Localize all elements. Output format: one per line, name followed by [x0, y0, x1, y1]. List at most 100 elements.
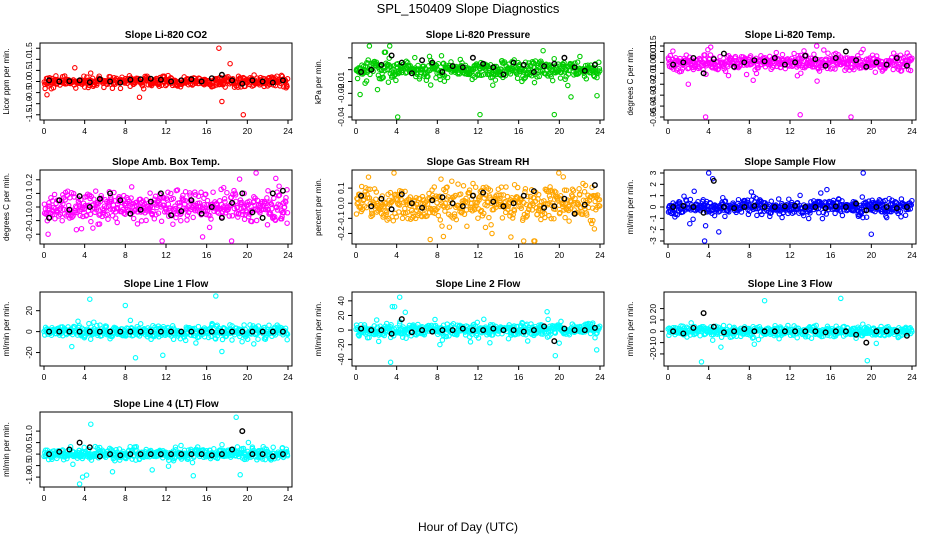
- data-point: [511, 57, 517, 63]
- y-tick-label: -20: [24, 346, 34, 359]
- x-tick-label: 12: [473, 372, 483, 382]
- y-axis-label: ml/min per min.: [2, 302, 11, 357]
- data-point: [821, 47, 827, 53]
- outlier-point: [551, 111, 558, 118]
- hourly-point: [480, 60, 487, 67]
- data-point: [545, 316, 551, 323]
- data-point: [380, 74, 386, 81]
- outlier-point: [698, 359, 705, 365]
- data-point: [101, 84, 107, 91]
- hourly-point: [198, 78, 205, 85]
- hourly-point: [218, 214, 225, 221]
- hourly-point: [500, 71, 507, 78]
- y-tick-label: -0.2: [336, 226, 346, 241]
- data-point: [718, 344, 724, 350]
- x-tick-label: 24: [907, 372, 917, 382]
- data-point: [114, 219, 120, 226]
- hourly-point: [46, 77, 53, 84]
- x-tick-label: 8: [123, 372, 128, 382]
- hourly-point: [269, 190, 276, 197]
- data-point: [229, 213, 236, 219]
- y-tick-label: 20: [336, 310, 346, 320]
- y-tick-label: 40: [336, 296, 346, 306]
- hourly-point: [469, 192, 476, 199]
- data-point: [488, 222, 494, 228]
- data-point: [222, 84, 228, 90]
- data-point: [818, 190, 824, 196]
- outlier-point: [685, 81, 692, 87]
- data-point: [460, 183, 467, 189]
- data-point: [264, 222, 271, 228]
- data-point: [374, 86, 381, 93]
- data-point: [365, 174, 372, 180]
- x-tick-label: 12: [785, 126, 795, 136]
- panel-title: Slope Sample Flow: [744, 157, 835, 168]
- data-point: [514, 75, 521, 82]
- data-point: [97, 198, 104, 205]
- y-tick-label: 0.0: [24, 201, 34, 213]
- data-points: [665, 170, 915, 244]
- hourly-point: [157, 76, 164, 83]
- data-points: [41, 293, 291, 361]
- hourly-point: [229, 77, 236, 84]
- data-point: [284, 220, 290, 226]
- y-tick-label: 0.5: [24, 436, 34, 448]
- hourly-point: [551, 338, 558, 345]
- y-axis-label: Licor ppm per min.: [2, 48, 11, 114]
- y-tick-label: -1.0: [24, 96, 34, 111]
- hourly-point: [541, 63, 548, 70]
- x-tick-label: 24: [907, 250, 917, 260]
- data-point: [266, 322, 272, 329]
- outlier-point: [761, 297, 768, 304]
- x-tick-label: 0: [354, 126, 359, 136]
- x-tick-label: 24: [283, 250, 293, 260]
- data-point: [284, 336, 290, 343]
- x-tick-label: 8: [435, 126, 440, 136]
- outlier-point: [357, 91, 363, 98]
- figure-title: SPL_150409 Slope Diagnostics: [377, 1, 560, 16]
- data-point: [503, 184, 509, 190]
- hourly-point: [147, 75, 154, 82]
- x-tick-label: 8: [435, 372, 440, 382]
- hourly-point: [358, 68, 365, 75]
- x-tick-label: 4: [706, 250, 711, 260]
- data-point: [184, 212, 191, 218]
- x-tick-label: 12: [785, 372, 795, 382]
- hourly-point: [398, 59, 405, 66]
- data-point: [540, 47, 546, 54]
- y-tick-label: -0.04: [648, 96, 658, 116]
- hourly-point: [863, 63, 870, 70]
- data-point: [691, 188, 697, 195]
- data-point: [255, 336, 261, 342]
- hourly-point: [731, 63, 738, 70]
- data-point: [384, 66, 390, 73]
- data-point: [228, 194, 235, 201]
- x-tick-label: 24: [283, 372, 293, 382]
- x-tick-label: 16: [826, 250, 836, 260]
- hourly-point: [581, 67, 588, 74]
- data-point: [520, 238, 527, 244]
- data-point: [416, 76, 423, 82]
- data-point: [50, 84, 57, 91]
- data-point: [596, 68, 603, 74]
- data-point: [522, 186, 529, 192]
- data-point: [568, 94, 574, 100]
- data-point: [754, 212, 760, 219]
- outlier-point: [707, 44, 714, 50]
- y-tick-label: 20: [648, 304, 658, 314]
- y-tick-label: 1: [648, 193, 658, 198]
- data-point: [170, 336, 177, 343]
- data-point: [160, 352, 166, 359]
- data-point: [702, 52, 708, 58]
- hourly-point: [781, 61, 788, 68]
- data-point: [130, 215, 137, 222]
- hourly-point: [680, 59, 687, 66]
- y-tick-label: -0.03: [648, 85, 658, 105]
- hourly-point: [419, 57, 426, 64]
- data-point: [264, 195, 270, 201]
- y-tick-label: -0.1: [24, 213, 34, 228]
- data-point: [77, 212, 83, 219]
